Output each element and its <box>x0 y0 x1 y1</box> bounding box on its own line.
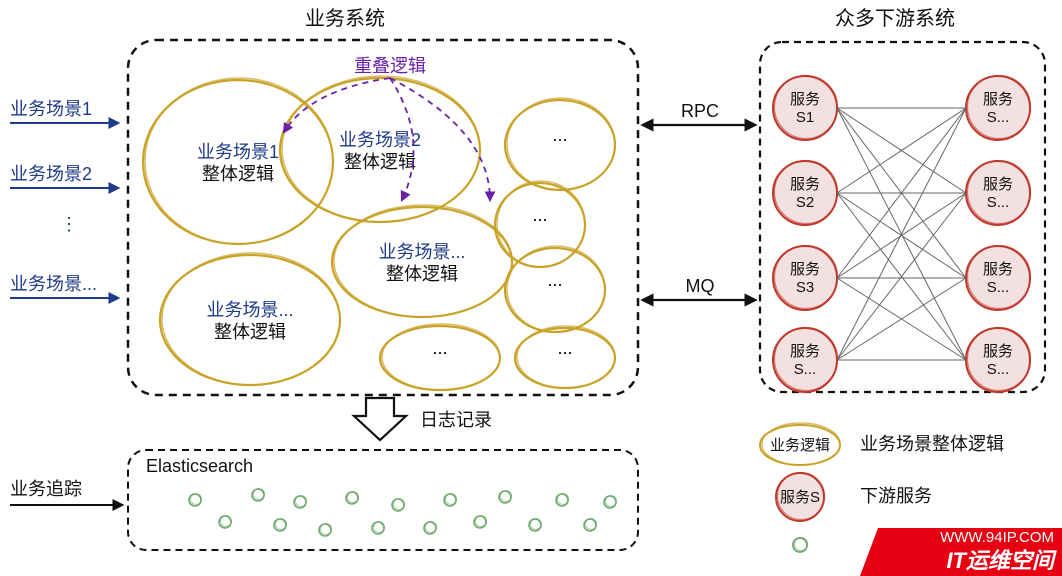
link-label-MQ: MQ <box>686 276 715 296</box>
service-6-l2: S... <box>987 279 1010 296</box>
scenario-2-line1: ... <box>552 125 567 145</box>
scenario-1-line2: 整体逻辑 <box>344 152 416 172</box>
service-3-l1: 服务 <box>790 343 820 360</box>
service-3-l2: S... <box>794 361 817 378</box>
scenario-5-line1: ... <box>547 270 562 290</box>
scenario-1-line1: 业务场景2 <box>339 130 421 150</box>
scenario-6-line2: 整体逻辑 <box>214 322 286 342</box>
service-2-l2: S3 <box>796 279 814 296</box>
service-0-l2: S1 <box>796 109 814 126</box>
scenario-3-line2: 整体逻辑 <box>386 264 458 284</box>
legend-svc-desc: 下游服务 <box>860 486 932 506</box>
log-arrow-label: 日志记录 <box>420 410 492 430</box>
input-label-3: 业务场景... <box>10 274 97 294</box>
banner-main: IT运维空间 <box>946 548 1057 573</box>
legend-svc-label: 服务S <box>780 489 820 506</box>
input-label-1: 业务场景2 <box>10 164 92 184</box>
service-5-l2: S... <box>987 194 1010 211</box>
scenario-0-line1: 业务场景1 <box>197 142 279 162</box>
input-dots: ⋮ <box>60 214 78 234</box>
legend-biz-label: 业务逻辑 <box>770 437 830 454</box>
elasticsearch-label: Elasticsearch <box>146 456 253 476</box>
biz-system-title: 业务系统 <box>305 7 385 30</box>
trace-label: 业务追踪 <box>10 479 82 499</box>
overlap-arrow-0 <box>284 78 390 132</box>
service-1-l1: 服务 <box>790 176 820 193</box>
scenario-6-line1: 业务场景... <box>206 300 293 320</box>
scenario-8-line1: ... <box>557 338 572 358</box>
scenario-7-line1: ... <box>432 338 447 358</box>
scenario-4-line1: ... <box>532 205 547 225</box>
banner-url: WWW.94IP.COM <box>940 529 1054 546</box>
log-arrow-icon <box>354 398 406 440</box>
overlap-label: 重叠逻辑 <box>354 56 426 76</box>
link-label-RPC: RPC <box>681 101 719 121</box>
scenario-3-line1: 业务场景... <box>378 242 465 262</box>
scenario-0-line2: 整体逻辑 <box>202 164 274 184</box>
service-0-l1: 服务 <box>790 91 820 108</box>
service-4-l1: 服务 <box>983 91 1013 108</box>
service-7-l2: S... <box>987 361 1010 378</box>
legend-biz-desc: 业务场景整体逻辑 <box>860 434 1004 454</box>
input-label-0: 业务场景1 <box>10 99 92 119</box>
service-1-l2: S2 <box>796 194 814 211</box>
service-7-l1: 服务 <box>983 343 1013 360</box>
service-6-l1: 服务 <box>983 261 1013 278</box>
service-4-l2: S... <box>987 109 1010 126</box>
service-5-l1: 服务 <box>983 176 1013 193</box>
downstream-title: 众多下游系统 <box>835 7 955 30</box>
service-2-l1: 服务 <box>790 261 820 278</box>
